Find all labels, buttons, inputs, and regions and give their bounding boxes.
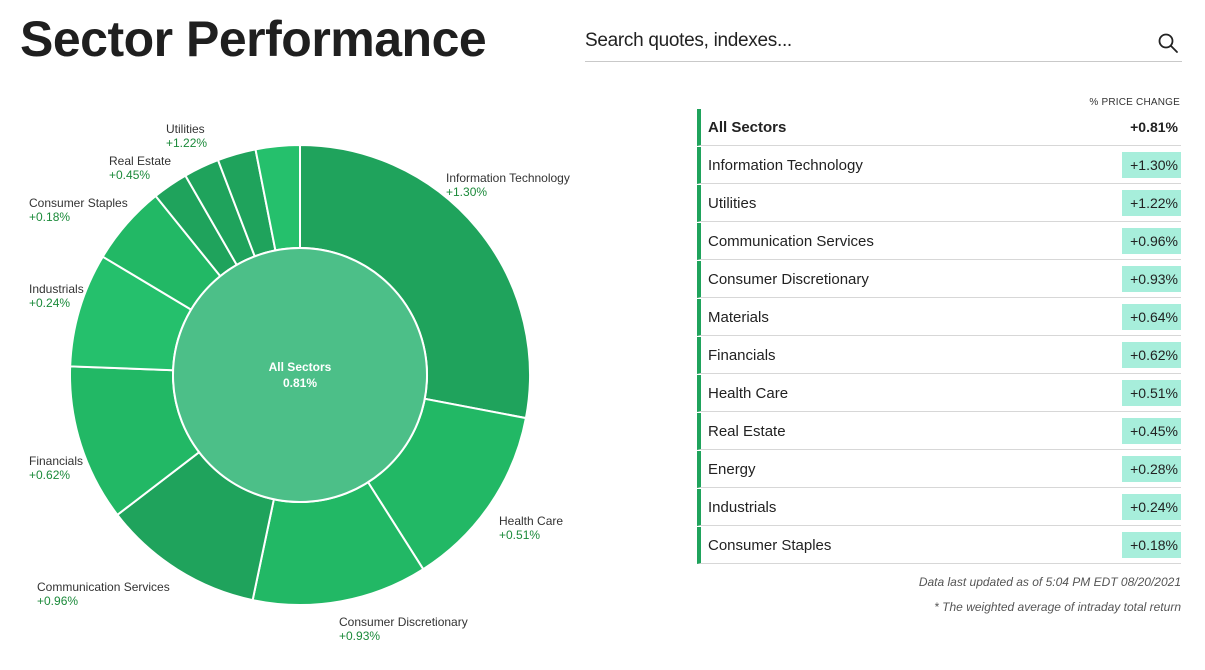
row-value-badge: +0.64% xyxy=(1122,304,1181,330)
row-name: Energy xyxy=(708,461,756,478)
price-change-header: % PRICE CHANGE xyxy=(1089,97,1180,108)
row-name: Consumer Discretionary xyxy=(708,271,869,288)
row-value-badge: +0.93% xyxy=(1122,266,1181,292)
slice-label-consumer-discretionary: Consumer Discretionary xyxy=(339,615,468,629)
slice-value-financials: +0.62% xyxy=(29,468,70,482)
table-row[interactable]: Real Estate +0.45% xyxy=(697,413,1181,450)
slice-value-communication-services: +0.96% xyxy=(37,594,78,608)
row-value: +0.81% xyxy=(1130,119,1178,135)
row-value-badge: +1.30% xyxy=(1122,152,1181,178)
row-value-badge: +0.18% xyxy=(1122,532,1181,558)
row-name: All Sectors xyxy=(708,119,787,136)
row-name: Consumer Staples xyxy=(708,537,832,554)
table-row-all-sectors[interactable]: All Sectors +0.81% xyxy=(697,109,1181,146)
center-value: 0.81% xyxy=(283,376,317,390)
search-box xyxy=(585,20,1182,62)
table-row[interactable]: Health Care +0.51% xyxy=(697,375,1181,412)
row-value-badge: +0.96% xyxy=(1122,228,1181,254)
row-value-badge: +0.45% xyxy=(1122,418,1181,444)
row-name: Communication Services xyxy=(708,233,874,250)
search-icon[interactable] xyxy=(1157,32,1179,54)
row-name: Health Care xyxy=(708,385,789,402)
slice-value-real-estate: +0.45% xyxy=(109,168,150,182)
center-label: All Sectors xyxy=(269,360,332,374)
row-name: Materials xyxy=(708,309,769,326)
slice-value-health-care: +0.51% xyxy=(499,528,540,542)
slice-value-utilities: +1.22% xyxy=(166,136,207,150)
row-value-badge: +0.51% xyxy=(1122,380,1181,406)
row-name: Financials xyxy=(708,347,776,364)
sector-donut-chart: All Sectors 0.81% Information Technology… xyxy=(29,122,570,643)
table-row[interactable]: Consumer Discretionary +0.93% xyxy=(697,261,1181,298)
slice-label-information-technology: Information Technology xyxy=(446,171,570,185)
center-circle xyxy=(172,247,428,503)
row-name: Real Estate xyxy=(708,423,786,440)
page-title: Sector Performance xyxy=(20,11,487,67)
table-row[interactable]: Energy +0.28% xyxy=(697,451,1181,488)
table-row[interactable]: Materials +0.64% xyxy=(697,299,1181,336)
slice-value-consumer-discretionary: +0.93% xyxy=(339,629,380,643)
row-value-badge: +0.62% xyxy=(1122,342,1181,368)
search-input[interactable] xyxy=(585,28,1135,54)
slice-label-health-care: Health Care xyxy=(499,514,563,528)
slice-label-industrials: Industrials xyxy=(29,282,84,296)
row-value-badge: +1.22% xyxy=(1122,190,1181,216)
table-row[interactable]: Financials +0.62% xyxy=(697,337,1181,374)
slice-label-utilities: Utilities xyxy=(166,122,205,136)
weighted-average-note: * The weighted average of intraday total… xyxy=(934,600,1181,614)
slice-label-communication-services: Communication Services xyxy=(37,580,170,594)
slice-value-industrials: +0.24% xyxy=(29,296,70,310)
slice-value-consumer-staples: +0.18% xyxy=(29,210,70,224)
row-name: Industrials xyxy=(708,499,777,516)
table-row[interactable]: Communication Services +0.96% xyxy=(697,223,1181,260)
slice-label-consumer-staples: Consumer Staples xyxy=(29,196,128,210)
table-row[interactable]: Industrials +0.24% xyxy=(697,489,1181,526)
table-row[interactable]: Information Technology +1.30% xyxy=(697,147,1181,184)
row-name: Utilities xyxy=(708,195,757,212)
row-value-badge: +0.28% xyxy=(1122,456,1181,482)
slice-label-financials: Financials xyxy=(29,454,83,468)
row-value-badge: +0.24% xyxy=(1122,494,1181,520)
slice-label-real-estate: Real Estate xyxy=(109,154,171,168)
table-row[interactable]: Consumer Staples +0.18% xyxy=(697,527,1181,564)
row-name: Information Technology xyxy=(708,157,863,174)
slice-value-information-technology: +1.30% xyxy=(446,185,487,199)
sector-table: All Sectors +0.81% Information Technolog… xyxy=(697,109,1181,565)
last-updated-note: Data last updated as of 5:04 PM EDT 08/2… xyxy=(918,575,1181,589)
table-row[interactable]: Utilities +1.22% xyxy=(697,185,1181,222)
